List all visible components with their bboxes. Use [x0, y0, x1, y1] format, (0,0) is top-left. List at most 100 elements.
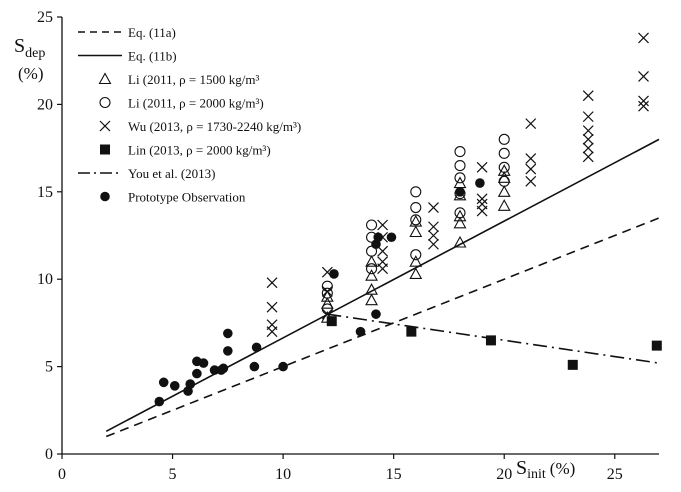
- data-point: [582, 125, 594, 137]
- data-point: [638, 95, 649, 107]
- x-axis-label-unit: (%): [550, 459, 575, 478]
- legend-item: Lin (2013, ρ = 2000 kg/m³): [100, 143, 271, 158]
- series-circle-filled: [154, 178, 485, 407]
- data-point: [410, 186, 422, 198]
- y-axis-unit: (%): [18, 64, 43, 83]
- data-point: [371, 309, 381, 319]
- data-point: [365, 255, 378, 267]
- data-point: [366, 263, 378, 275]
- series-square-filled: [326, 316, 662, 370]
- data-point: [567, 359, 578, 370]
- y-axis-label-sub: dep: [25, 46, 45, 61]
- data-point: [638, 32, 649, 44]
- data-point: [326, 316, 337, 327]
- legend-label: Lin (2013, ρ = 2000 kg/m³): [128, 143, 271, 158]
- x-axis-label-main: S: [516, 457, 527, 479]
- data-point: [410, 249, 422, 261]
- legend-symbol-circle-filled: [100, 191, 110, 202]
- legend: Eq. (11a) Eq. (11b) Li (2011, ρ = 1500 kg/…: [78, 25, 301, 205]
- x-tick-label: 25: [607, 466, 623, 483]
- data-point: [525, 163, 537, 175]
- data-point: [525, 153, 537, 165]
- y-tick-label: 25: [37, 9, 53, 26]
- data-point: [454, 207, 466, 219]
- legend-label: Li (2011, ρ = 1500 kg/m³: [128, 72, 259, 87]
- legend-item: Eq. (11b): [78, 49, 177, 64]
- legend-item: Li (2011, ρ = 1500 kg/m³: [98, 72, 259, 87]
- data-point: [355, 326, 366, 337]
- data-point: [582, 142, 594, 154]
- data-point: [428, 221, 439, 233]
- data-point: [218, 363, 229, 374]
- data-point: [497, 164, 511, 176]
- data-point: [365, 269, 378, 281]
- x-tick-label: 15: [386, 466, 402, 483]
- x-axis-label-sub: init: [527, 467, 546, 482]
- data-point: [223, 346, 233, 356]
- data-point: [582, 133, 594, 145]
- data-point: [410, 214, 422, 226]
- axes: 0 5 10 15 20 25 0 5 10 15 20 25: [37, 9, 659, 483]
- legend-item: Eq. (11a): [78, 25, 176, 40]
- data-point: [476, 193, 488, 205]
- data-point: [453, 216, 467, 229]
- y-tick-label: 5: [45, 359, 53, 376]
- series-x: [266, 32, 649, 338]
- data-point: [454, 146, 466, 158]
- line-eq-11a: [105, 217, 660, 438]
- data-point: [453, 235, 467, 248]
- legend-item: You et al. (2013): [78, 166, 216, 181]
- data-point: [365, 283, 378, 295]
- data-point: [651, 340, 662, 351]
- x-tick-label: 0: [58, 466, 66, 483]
- data-point: [454, 172, 466, 184]
- data-point: [409, 267, 423, 280]
- series-triangle: [320, 164, 511, 323]
- data-point: [476, 161, 488, 173]
- data-point: [475, 178, 485, 188]
- legend-symbol-square-filled: [100, 144, 110, 155]
- y-tick-label: 0: [45, 446, 53, 463]
- data-point: [223, 328, 233, 339]
- x-tick-label: 10: [275, 466, 291, 483]
- data-point: [377, 256, 389, 268]
- legend-item: Prototype Observation: [100, 190, 246, 205]
- x-tick-label: 20: [496, 466, 512, 483]
- legend-label: Prototype Observation: [128, 190, 246, 205]
- data-point: [169, 381, 180, 391]
- data-point: [638, 71, 649, 82]
- series-circle-open: [321, 133, 510, 315]
- data-point: [266, 277, 278, 289]
- data-point: [582, 90, 594, 102]
- data-point: [410, 201, 422, 214]
- data-point: [320, 297, 334, 309]
- data-point: [154, 396, 165, 407]
- y-tick-label: 15: [37, 184, 53, 201]
- plot-area: [105, 32, 662, 438]
- legend-label: Eq. (11b): [128, 49, 177, 64]
- y-tick-label: 20: [37, 96, 53, 113]
- data-point: [321, 287, 333, 299]
- data-point: [373, 232, 383, 243]
- data-point: [428, 230, 439, 241]
- data-point: [525, 118, 537, 130]
- data-point: [428, 202, 439, 213]
- data-point: [266, 319, 278, 331]
- data-point: [198, 358, 209, 368]
- data-point: [453, 209, 467, 222]
- data-point: [582, 151, 594, 163]
- data-point: [366, 245, 378, 257]
- x-axis-label: Sinit (%): [516, 457, 575, 482]
- data-point: [409, 225, 423, 238]
- data-point: [377, 245, 389, 257]
- data-point: [497, 185, 511, 197]
- data-point: [321, 286, 333, 297]
- data-point: [409, 214, 423, 227]
- data-point: [320, 290, 334, 302]
- data-point: [329, 269, 339, 279]
- line-eq-11b: [105, 138, 660, 432]
- x-tick-label: 5: [169, 466, 177, 483]
- data-point: [209, 365, 220, 375]
- data-point: [386, 232, 397, 243]
- data-point: [497, 199, 511, 211]
